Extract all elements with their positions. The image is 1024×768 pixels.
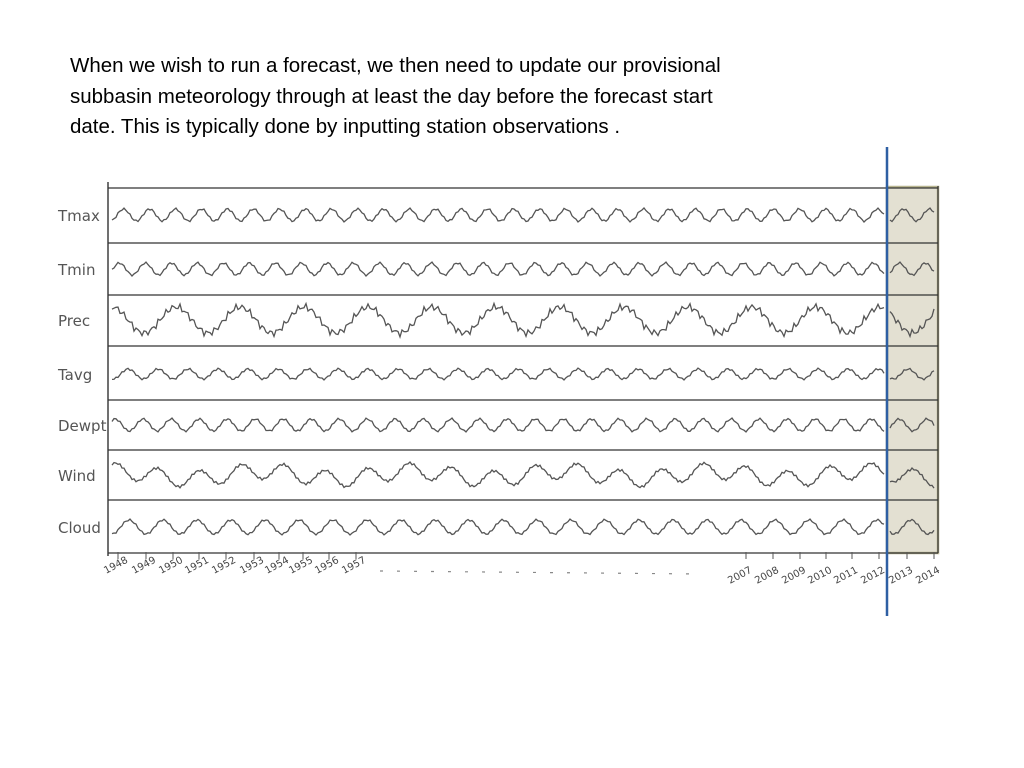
label-tmin: Tmin: [57, 261, 95, 279]
year-label-1955: 1955: [287, 555, 315, 577]
body-text-line-2: subbasin meteorology through at least th…: [70, 84, 713, 108]
trace-forecast-prec: [889, 308, 935, 339]
year-label-2007: 2007: [726, 565, 754, 587]
label-wind: Wind: [58, 467, 96, 485]
year-label-1954: 1954: [263, 555, 291, 577]
year-label-2011: 2011: [832, 565, 860, 587]
slide-body-text: When we wish to run a forecast, we then …: [70, 51, 870, 143]
body-text-line-3: date. This is typically done by inputtin…: [70, 115, 621, 138]
trace-dewpt: [111, 417, 885, 433]
year-label-2009: 2009: [780, 565, 808, 587]
label-cloud: Cloud: [58, 519, 101, 537]
trace-forecast-cloud: [889, 518, 935, 536]
trace-forecast-tmin: [889, 261, 935, 277]
year-label-2014: 2014: [914, 565, 942, 587]
trace-tavg: [111, 367, 885, 381]
trace-tmax: [111, 207, 885, 223]
label-prec: Prec: [58, 312, 90, 330]
trace-forecast-tmax: [889, 207, 935, 223]
body-text-line-1: When we wish to run a forecast, we then …: [70, 54, 721, 77]
year-label-1951: 1951: [183, 555, 211, 577]
year-label-2008: 2008: [753, 565, 781, 587]
trace-forecast-tavg: [889, 367, 935, 381]
trace-prec: [111, 301, 885, 339]
year-label-1957: 1957: [340, 555, 368, 577]
year-label-1948: 1948: [102, 555, 130, 577]
variable-labels: Tmax Tmin Prec Tavg Dewpt Wind Cloud: [57, 207, 107, 537]
label-tmax: Tmax: [57, 207, 100, 225]
year-label-1952: 1952: [210, 555, 238, 577]
year-label-1953: 1953: [238, 555, 266, 577]
year-label-1950: 1950: [157, 555, 185, 577]
trace-wind: [111, 461, 885, 489]
label-tavg: Tavg: [57, 366, 92, 384]
trace-forecast-wind: [889, 466, 935, 489]
year-gap-dots: [379, 570, 701, 575]
trace-tmin: [111, 261, 885, 277]
label-dewpt: Dewpt: [58, 417, 107, 435]
forecast-window-highlight: [885, 185, 940, 555]
trace-cloud: [111, 518, 885, 536]
year-label-1956: 1956: [313, 555, 341, 577]
variable-traces: [111, 207, 935, 536]
chart-frame: [107, 182, 939, 556]
year-label-2012: 2012: [859, 565, 887, 587]
trace-forecast-dewpt: [889, 417, 935, 433]
year-label-2010: 2010: [806, 565, 834, 587]
year-label-1949: 1949: [130, 555, 158, 577]
year-label-2013: 2013: [887, 565, 915, 587]
